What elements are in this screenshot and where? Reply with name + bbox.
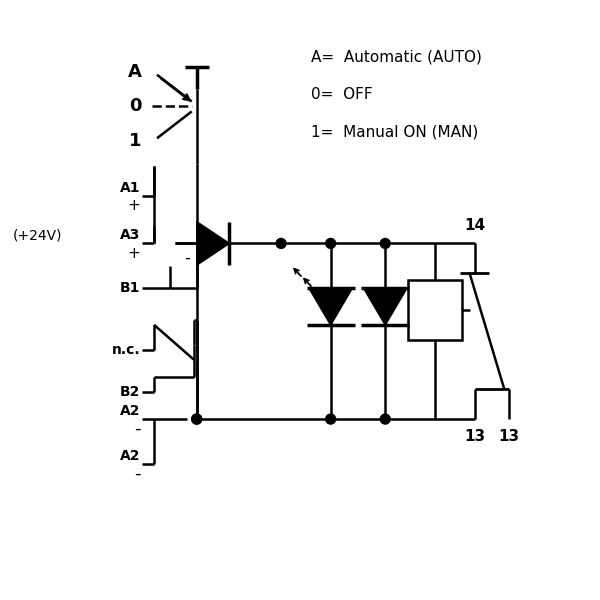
- Text: +: +: [127, 246, 140, 261]
- Text: A2: A2: [119, 449, 140, 463]
- Bar: [407, 280, 462, 340]
- Text: 1=  Manual ON (MAN): 1= Manual ON (MAN): [311, 125, 478, 140]
- Circle shape: [192, 414, 202, 424]
- Text: -: -: [134, 464, 140, 482]
- Text: A=  Automatic (AUTO): A= Automatic (AUTO): [311, 49, 482, 64]
- Text: A2: A2: [119, 404, 140, 418]
- Polygon shape: [364, 288, 407, 325]
- Text: B1: B1: [120, 281, 140, 295]
- Text: 13: 13: [464, 430, 485, 445]
- Text: A: A: [128, 63, 142, 81]
- Text: A1: A1: [119, 181, 140, 195]
- Text: 0=  OFF: 0= OFF: [311, 87, 373, 102]
- Circle shape: [380, 238, 390, 248]
- Text: A3: A3: [120, 229, 140, 242]
- Circle shape: [326, 238, 335, 248]
- Polygon shape: [309, 288, 353, 325]
- Circle shape: [326, 414, 335, 424]
- Polygon shape: [197, 221, 229, 265]
- Text: B2: B2: [120, 385, 140, 399]
- Circle shape: [276, 238, 286, 248]
- Circle shape: [192, 414, 202, 424]
- Text: 0: 0: [129, 97, 142, 115]
- Text: 13: 13: [499, 430, 520, 445]
- Text: 14: 14: [464, 218, 485, 233]
- Text: n.c.: n.c.: [112, 343, 140, 356]
- Text: -: -: [184, 248, 190, 266]
- Text: +: +: [127, 198, 140, 213]
- Circle shape: [380, 414, 390, 424]
- Text: 1: 1: [129, 132, 142, 150]
- Text: (+24V): (+24V): [13, 229, 63, 242]
- Text: -: -: [134, 420, 140, 438]
